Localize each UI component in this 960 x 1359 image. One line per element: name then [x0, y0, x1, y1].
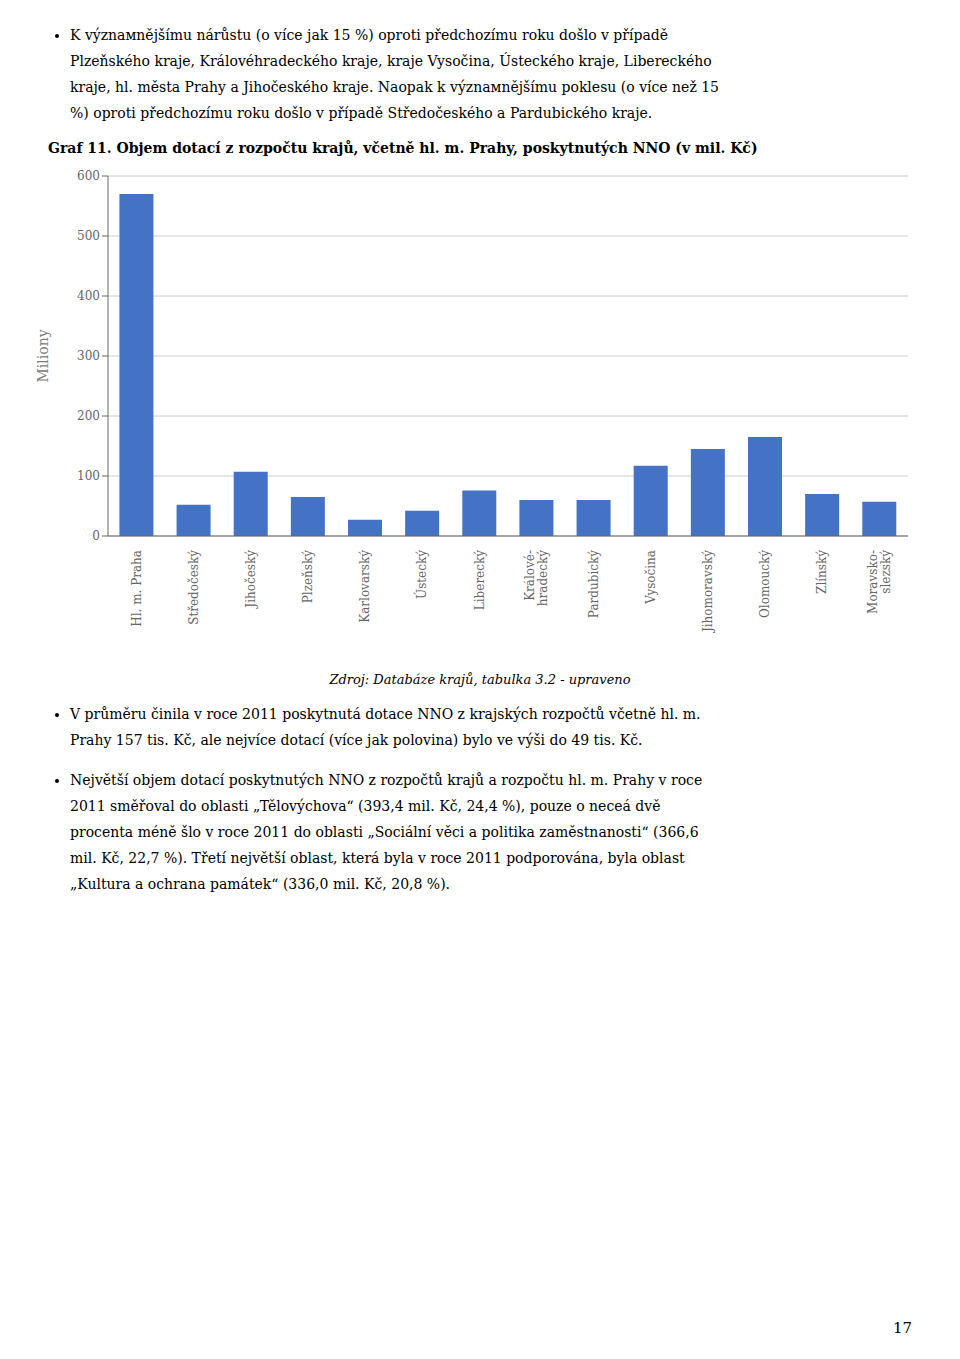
html-text:Prahy 157 tis. Kč, ale nejvíce: Prahy 157 tis. Kč, ale nejvíce dotací (v… — [70, 732, 643, 748]
svg-text:Jihočeský: Jihočeský — [244, 550, 258, 610]
svg-text:Hl. m. Praha: Hl. m. Praha — [130, 550, 144, 627]
svg-text:Vysočina: Vysočina — [644, 550, 658, 605]
html-text:Největší objem dotací poskytnu: Největší objem dotací poskytnutých NNO z… — [70, 772, 703, 788]
html-text:procenta méně šlo v roce 2011: procenta méně šlo v roce 2011 do oblasti… — [70, 824, 699, 840]
html-text:V průměru činila v roce 2011 p: V průměru činila v roce 2011 poskytnutá … — [70, 706, 701, 722]
svg-text:0: 0 — [92, 529, 100, 543]
html-text:17: 17 — [892, 1319, 912, 1337]
html-text:Zdroj: Databáze krajů, tabulka: Zdroj: Databáze krajů, tabulka 3.2 - upr… — [329, 672, 631, 687]
svg-text:200: 200 — [77, 409, 100, 423]
svg-text:300: 300 — [77, 349, 100, 363]
svg-text:Moravsko-slezský: Moravsko-slezský — [866, 550, 893, 614]
html-text:mil. Kč, 22,7 %). Třetí největ: mil. Kč, 22,7 %). Třetí největší oblast,… — [70, 850, 685, 866]
svg-text:Jihomoravský: Jihomoravský — [701, 550, 715, 634]
svg-text:Karlovarský: Karlovarský — [358, 550, 372, 623]
svg-text:Olomoucký: Olomoucký — [758, 550, 772, 618]
html-text:2011 směřoval do oblasti „Tělo: 2011 směřoval do oblasti „Tělovýchova“ (… — [70, 798, 661, 814]
svg-text:Zlínský: Zlínský — [815, 550, 829, 594]
html-text:Graf 11. Objem dotací z rozpoč: Graf 11. Objem dotací z rozpočtu krajů, … — [48, 140, 758, 156]
svg-text:Králové-hradecký: Králové-hradecký — [523, 550, 550, 606]
html-text:Plzeňského kraje, Královéhrade: Plzeňského kraje, Královéhradeckého kraj… — [70, 53, 712, 69]
html-text:%) oproti předchozímu roku doš: %) oproti předchozímu roku došlo v přípa… — [70, 105, 653, 121]
svg-text:Liberecký: Liberecký — [473, 550, 487, 610]
svg-text:600: 600 — [77, 169, 100, 183]
html-text:kraje, hl. města Prahy a Jihoč: kraje, hl. města Prahy a Jihočeského kra… — [70, 79, 719, 95]
svg-text:500: 500 — [77, 229, 100, 243]
svg-text:100: 100 — [77, 469, 100, 483]
svg-text:Středočeský: Středočeský — [187, 550, 201, 625]
svg-text:Pardubický: Pardubický — [587, 550, 601, 618]
svg-text:Plzeňský: Plzeňský — [301, 550, 315, 603]
html-text:„Kultura a ochrana památek“ (3: „Kultura a ochrana památek“ (336,0 mil. … — [70, 876, 451, 892]
html-text:K význамnějšímu nárůstu (o víc: K význамnějšímu nárůstu (o více jak 15 %… — [70, 27, 669, 43]
svg-text:400: 400 — [77, 289, 100, 303]
svg-text:Miliony: Miliony — [35, 329, 51, 382]
svg-text:Ústecký: Ústecký — [413, 550, 429, 599]
